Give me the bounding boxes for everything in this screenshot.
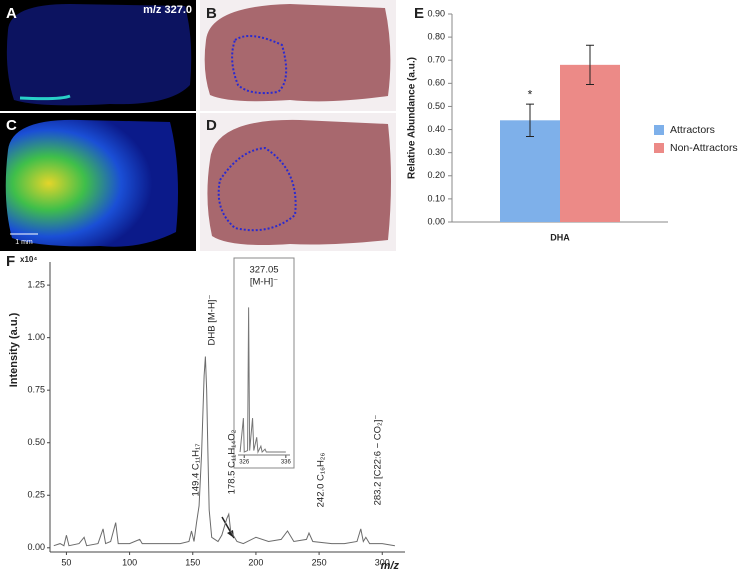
x-tick-label: 200 bbox=[248, 557, 263, 567]
significance: * bbox=[528, 87, 533, 101]
line bbox=[53, 356, 395, 547]
y-tick-label: 0.90 bbox=[427, 8, 445, 18]
legend-swatch bbox=[654, 125, 664, 135]
y-tick-label: 0.00 bbox=[27, 542, 45, 552]
panel-label: A bbox=[6, 5, 17, 22]
bar bbox=[560, 64, 620, 222]
bar bbox=[500, 120, 560, 222]
annotation: 242.0 C₁₆H₂₆ bbox=[316, 452, 327, 507]
y-tick-label: 0.30 bbox=[427, 147, 445, 157]
y-tick-label: 0.20 bbox=[427, 170, 445, 180]
y-tick-label: 0.50 bbox=[27, 437, 45, 447]
scale-label: 1 mm bbox=[15, 239, 33, 246]
y-tick-label: 0.25 bbox=[27, 490, 45, 500]
y-tick-label: 0.10 bbox=[427, 193, 445, 203]
annotation: 327.05 bbox=[249, 265, 278, 276]
error-bar bbox=[586, 44, 594, 85]
legend-swatch bbox=[654, 143, 664, 153]
annotation: DHB [M-H]⁻ bbox=[207, 295, 218, 346]
region-d bbox=[217, 146, 297, 232]
annotation: 283.2 [C22:6 − CO₂]⁻ bbox=[373, 415, 384, 506]
y-tick-label: 0.70 bbox=[427, 55, 445, 65]
y-tick-label: 0.75 bbox=[27, 385, 45, 395]
edge-a bbox=[19, 94, 71, 101]
x-tick-label: 326 bbox=[239, 460, 250, 466]
mz-label: m/z 327.0 bbox=[143, 4, 192, 16]
x-tick-label: 150 bbox=[185, 557, 200, 567]
annotation: 178.5 C₁₁H₁₄O₂ bbox=[227, 429, 238, 494]
legend-label: Non-Attractors bbox=[670, 142, 738, 154]
y-axis-label: Relative Abundance (a.u.) bbox=[407, 57, 418, 179]
y-tick-label: 0.50 bbox=[427, 101, 445, 111]
x-tick-label: DHA bbox=[550, 232, 570, 242]
error-bar bbox=[526, 103, 534, 137]
y-tick-label: 0.60 bbox=[427, 78, 445, 88]
inset-frame bbox=[233, 257, 295, 469]
legend-label: Attractors bbox=[670, 124, 715, 136]
annotation: [M-H]⁻ bbox=[250, 277, 278, 288]
tissue-d bbox=[207, 119, 391, 245]
panel-label: D bbox=[206, 117, 217, 134]
tissue-a bbox=[6, 4, 192, 106]
x-axis-label: m/z bbox=[381, 560, 400, 572]
panel-label: F bbox=[6, 253, 15, 270]
arrow-head bbox=[227, 530, 234, 538]
y-axis-label: Intensity (a.u.) bbox=[8, 312, 20, 387]
panel-label: C bbox=[6, 117, 17, 134]
annotation: 149.4 C₁₁H₁₇ bbox=[191, 443, 202, 496]
y-tick-label: 1.00 bbox=[27, 332, 45, 342]
line bbox=[239, 307, 286, 454]
x-tick-label: 300 bbox=[375, 557, 390, 567]
tissue-b bbox=[204, 4, 391, 102]
x-tick-label: 336 bbox=[281, 460, 292, 466]
panel-label: E bbox=[414, 5, 424, 22]
y-tick-label: 0.00 bbox=[427, 216, 445, 226]
y-tick-label: 0.40 bbox=[427, 124, 445, 134]
tissue-c bbox=[5, 119, 178, 247]
x-tick-label: 250 bbox=[312, 557, 327, 567]
x-tick-label: 100 bbox=[122, 557, 137, 567]
y-unit: x10⁴ bbox=[20, 255, 37, 264]
panel-label: B bbox=[206, 5, 217, 22]
x-tick-label: 50 bbox=[61, 557, 71, 567]
y-tick-label: 1.25 bbox=[27, 279, 45, 289]
y-tick-label: 0.80 bbox=[427, 31, 445, 41]
